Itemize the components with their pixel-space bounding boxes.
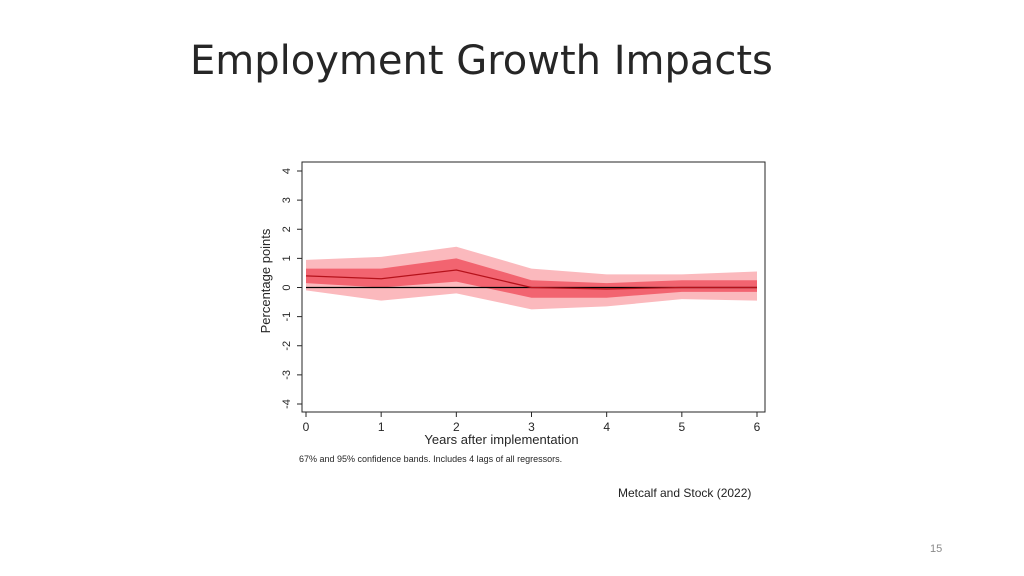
y-axis: -4 -3 -2 -1 0 1 2 3 4 [281, 168, 302, 409]
x-tick-label: 3 [528, 420, 535, 434]
y-tick-label: 3 [281, 197, 293, 203]
y-tick-label: 0 [281, 284, 293, 290]
y-tick-label: -2 [281, 341, 293, 351]
slide-title: Employment Growth Impacts [190, 38, 773, 84]
x-tick-label: 1 [378, 420, 385, 434]
y-tick-label: 1 [281, 255, 293, 261]
x-tick-label: 4 [603, 420, 610, 434]
y-axis-label: Percentage points [258, 228, 273, 333]
x-axis: 0 1 2 3 4 5 6 [303, 412, 761, 434]
y-tick-label: -4 [281, 399, 293, 409]
y-tick-label: -3 [281, 370, 293, 380]
x-tick-label: 5 [678, 420, 685, 434]
x-axis-label: Years after implementation [424, 432, 578, 447]
chart-note: 67% and 95% confidence bands. Includes 4… [299, 454, 562, 464]
point-estimate-line [305, 269, 757, 290]
y-tick-label: -1 [281, 312, 293, 322]
y-tick-label: 4 [281, 168, 293, 174]
x-tick-label: 0 [303, 420, 310, 434]
y-tick-label: 2 [281, 226, 293, 232]
x-tick-label: 2 [453, 420, 460, 434]
source-citation: Metcalf and Stock (2022) [618, 486, 752, 500]
x-tick-label: 6 [754, 420, 761, 434]
page-number: 15 [930, 543, 943, 555]
